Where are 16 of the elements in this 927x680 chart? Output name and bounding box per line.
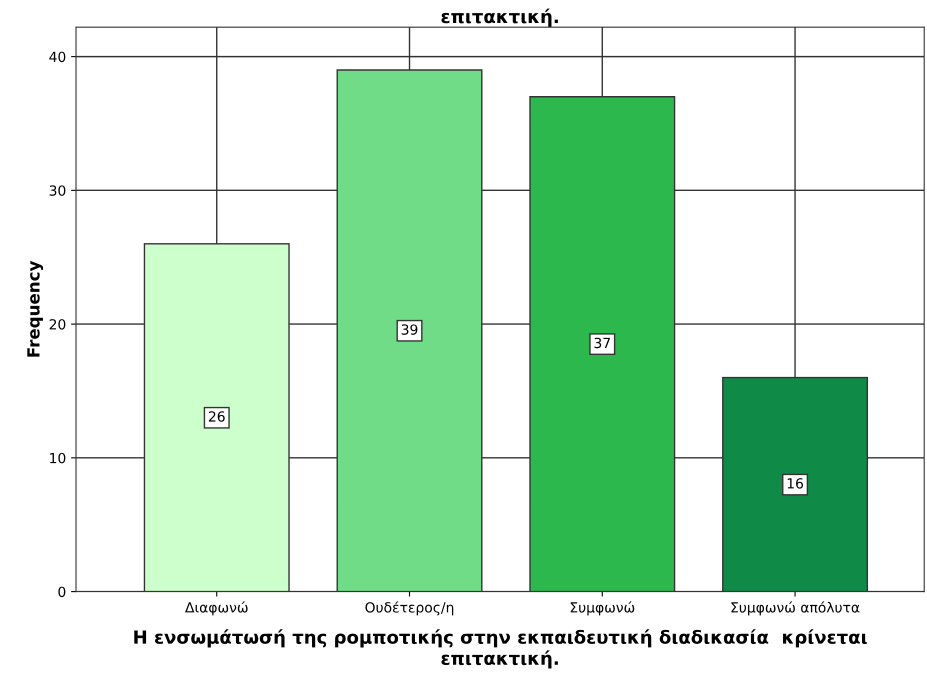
y-tick-label: 20 xyxy=(50,319,66,330)
data-label: 37 xyxy=(594,338,610,348)
x-tick-label: Συμφωνώ xyxy=(570,601,634,616)
data-label: 39 xyxy=(402,324,418,335)
y-axis-title: Frequency xyxy=(27,260,44,357)
x-tick-label: Διαφωνώ xyxy=(185,601,248,616)
x-tick-label: Συμφωνώ απόλυτα xyxy=(731,601,860,616)
data-label: 16 xyxy=(788,478,804,489)
y-tick-label: 10 xyxy=(50,452,66,464)
y-tick-label: 40 xyxy=(49,52,66,62)
y-tick-label: 0 xyxy=(58,586,66,598)
data-label: 26 xyxy=(208,411,225,422)
y-tick-label: 30 xyxy=(50,185,66,196)
x-tick-label: Ουδέτερος/η xyxy=(365,601,454,616)
chart-title: επιτακτική. xyxy=(441,8,558,27)
x-axis-title: Η ενσωμάτωσή της ρομποτικής στην εκπαιδευτική διαδικασία κρίνεται επιτακτική. xyxy=(134,629,867,669)
